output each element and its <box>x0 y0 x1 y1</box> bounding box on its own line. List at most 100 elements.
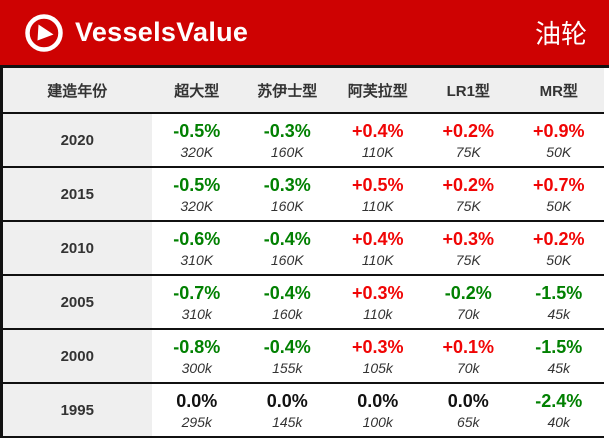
value-cell: +0.2% 75K <box>423 113 514 167</box>
column-header-mr: MR型 <box>513 68 604 114</box>
dwt-size: 160K <box>270 144 304 161</box>
table-row-1995: 1995 0.0% 295k 0.0% 145k 0.0% 100k 0.0% 65k … <box>1 383 605 437</box>
value-cell: -0.8% 300k <box>152 329 243 383</box>
dwt-size: 45k <box>547 360 571 377</box>
value-cell: +0.7% 50K <box>514 167 605 221</box>
dwt-size: 75K <box>455 144 481 161</box>
pct-change: -0.5% <box>173 174 221 195</box>
dwt-size: 160K <box>270 252 304 269</box>
page-title-tanker: 油轮 <box>534 19 587 49</box>
dwt-size: 110k <box>363 306 393 323</box>
table-row-2010: 2010 -0.6% 310K -0.4% 160K +0.4% 110K +0.3%… <box>1 221 605 275</box>
brand-banner: VesselsValue 油轮 <box>0 0 609 68</box>
value-cell: +0.5% 110K <box>333 167 424 221</box>
value-cell: -0.3% 160K <box>242 167 333 221</box>
column-header-suezmax: 苏伊士型 <box>242 68 333 114</box>
pct-change: +0.3% <box>442 228 495 249</box>
pct-change: -0.4% <box>263 336 311 357</box>
value-cell: +0.3% 75K <box>423 221 514 275</box>
dwt-size: 145k <box>272 414 303 431</box>
value-cell: +0.4% 110K <box>333 221 424 275</box>
year-label: 2020 <box>1 113 152 167</box>
year-label: 2015 <box>1 167 152 221</box>
pct-change: +0.3% <box>351 282 404 303</box>
dwt-size: 110K <box>361 198 394 215</box>
table-header-row: 建造年份 超大型 苏伊士型 阿芙拉型 LR1型 MR型 <box>1 68 604 114</box>
dwt-size: 310k <box>181 306 212 323</box>
value-cell: -0.2% 70k <box>423 275 514 329</box>
value-cell: -1.5% 45k <box>514 329 605 383</box>
value-cell: 0.0% 100k <box>333 383 424 437</box>
pct-change: -1.5% <box>535 282 583 303</box>
pct-change: -0.8% <box>173 336 221 357</box>
value-cell: +0.3% 105k <box>333 329 424 383</box>
value-cell: -0.4% 160K <box>242 221 333 275</box>
value-cell: +0.1% 70k <box>423 329 514 383</box>
pct-change: +0.4% <box>351 120 404 141</box>
pct-change: +0.5% <box>351 174 404 195</box>
pct-change: -0.5% <box>173 120 221 141</box>
vesselsvalue-logo-icon <box>24 13 64 53</box>
value-cell: 0.0% 295k <box>152 383 243 437</box>
dwt-size: 300k <box>181 360 212 377</box>
dwt-size: 105k <box>362 360 393 377</box>
pct-change: -1.5% <box>535 336 583 357</box>
value-cell: -0.3% 160K <box>242 113 333 167</box>
column-header-build-year: 建造年份 <box>1 68 152 114</box>
value-cell: +0.3% 110k <box>333 275 424 329</box>
table-row-2020: 2020 -0.5% 320K -0.3% 160K +0.4% 110K +0.2%… <box>1 113 605 167</box>
dwt-size: 110K <box>361 144 394 161</box>
value-cell: 0.0% 65k <box>423 383 514 437</box>
dwt-size: 50K <box>546 252 572 269</box>
pct-change: +0.2% <box>442 174 495 195</box>
value-cell: 0.0% 145k <box>242 383 333 437</box>
table-row-2015: 2015 -0.5% 320K -0.3% 160K +0.5% 110K +0.2%… <box>1 167 605 221</box>
dwt-size: 110K <box>361 252 394 269</box>
pct-change: +0.2% <box>532 228 585 249</box>
pct-change: +0.9% <box>532 120 585 141</box>
pct-change: +0.1% <box>442 336 495 357</box>
pct-change: 0.0% <box>176 390 218 411</box>
dwt-size: 320K <box>180 198 214 215</box>
pct-change: +0.4% <box>351 228 404 249</box>
pct-change: -0.3% <box>263 120 311 141</box>
value-cell: +0.2% 75K <box>423 167 514 221</box>
pct-change: 0.0% <box>266 390 308 411</box>
value-cell: +0.2% 50K <box>514 221 605 275</box>
dwt-size: 70k <box>456 360 480 377</box>
dwt-size: 160k <box>272 306 303 323</box>
value-cell: -0.4% 160k <box>242 275 333 329</box>
pct-change: -0.2% <box>444 282 492 303</box>
value-cell: -0.5% 320K <box>152 167 243 221</box>
year-label: 2010 <box>1 221 152 275</box>
table-row-2005: 2005 -0.7% 310k -0.4% 160k +0.3% 110k -0.2%… <box>1 275 604 329</box>
year-label: 1995 <box>1 383 152 437</box>
column-header-vlcc: 超大型 <box>151 68 242 114</box>
table-row-2000: 2000 -0.8% 300k -0.4% 155k +0.3% 105k +0.1%… <box>1 329 605 383</box>
value-cell: +0.9% 50K <box>514 113 605 167</box>
value-cell: -2.4% 40k <box>514 383 605 437</box>
dwt-size: 75K <box>455 252 481 269</box>
pct-change: +0.3% <box>351 336 404 357</box>
value-cell: -0.7% 310k <box>152 275 243 329</box>
dwt-size: 100k <box>362 414 393 431</box>
pct-change: +0.7% <box>532 174 585 195</box>
year-label: 2000 <box>1 329 152 383</box>
dwt-size: 75K <box>455 198 481 215</box>
dwt-size: 155k <box>272 360 303 377</box>
dwt-size: 40k <box>547 414 571 431</box>
pct-change: 0.0% <box>357 390 399 411</box>
dwt-size: 70k <box>456 306 480 323</box>
dwt-size: 50K <box>546 144 572 161</box>
dwt-size: 295k <box>181 414 212 431</box>
brand-name: VesselsValue <box>75 17 249 47</box>
value-cell: +0.4% 110K <box>333 113 424 167</box>
pct-change: -0.4% <box>263 228 311 249</box>
dwt-size: 50K <box>546 198 572 215</box>
year-label: 2005 <box>1 275 152 329</box>
dwt-size: 160K <box>270 198 304 215</box>
pct-change: -0.4% <box>263 282 311 303</box>
pct-change: 0.0% <box>447 390 489 411</box>
pct-change: -0.3% <box>263 174 311 195</box>
value-cell: -0.4% 155k <box>242 329 333 383</box>
